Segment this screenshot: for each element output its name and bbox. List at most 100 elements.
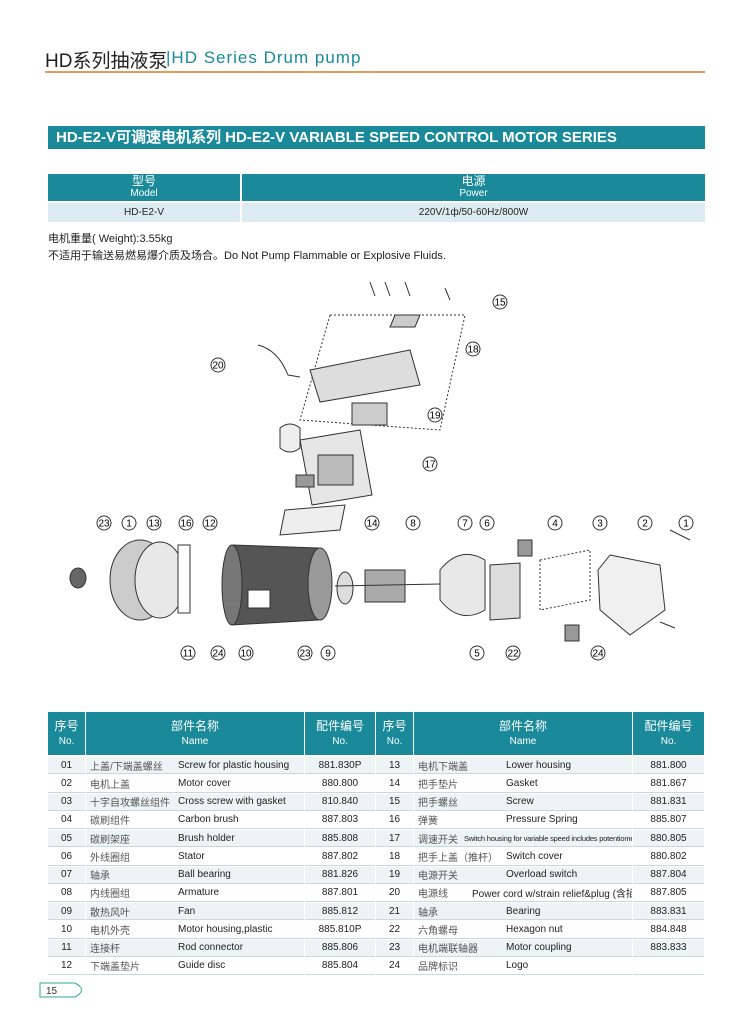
part-code: 880.800	[305, 775, 375, 793]
part-name-en: Motor coupling	[506, 942, 572, 954]
part-no: 23	[376, 939, 413, 957]
part-code: 883.831	[633, 903, 704, 921]
callout-circle	[427, 407, 443, 423]
part-code	[633, 957, 704, 975]
part-no: 15	[376, 793, 413, 811]
callout-circle	[210, 357, 226, 373]
callout-label: 22	[507, 649, 519, 660]
part-name-en: Motor housing,plastic	[178, 923, 273, 935]
part-name-en: Hexagon nut	[506, 923, 563, 935]
callout-circle	[202, 515, 218, 531]
part-name-en: Logo	[506, 960, 529, 972]
part-name-cn: 电机端联轴器	[418, 944, 478, 956]
spec-cell: HD-E2-V	[48, 203, 240, 222]
part-code: 885.808	[305, 830, 375, 848]
part-code: 885.804	[305, 957, 375, 975]
parts-header-en: No.	[332, 735, 348, 747]
part-code: 885.810P	[305, 921, 375, 939]
callout-label: 24	[592, 649, 604, 660]
part-name-cn: 轴承	[90, 871, 110, 883]
part-no: 03	[48, 793, 85, 811]
parts-header-cn: 部件名称	[170, 718, 219, 733]
part-name: 电机上盖 Motor cover	[86, 775, 304, 793]
part-name-cn: 电机下端盖	[418, 761, 468, 773]
part-name-cn: 弹簧	[418, 816, 438, 828]
callout-circle	[180, 645, 196, 661]
callout-circle	[96, 515, 112, 531]
callout-circle	[505, 645, 521, 661]
part-name-en: Ball bearing	[178, 869, 231, 881]
part-code: 880.802	[633, 848, 704, 866]
callout-label: 16	[180, 519, 192, 530]
part-name-cn: 下端盖垫片	[90, 962, 140, 974]
part-code: 884.848	[633, 921, 704, 939]
callout-label: 11	[183, 649, 194, 660]
parts-header: 序号 No.	[376, 712, 413, 755]
part-no: 18	[376, 848, 413, 866]
spec-header: 型号 Model	[48, 174, 240, 201]
part-name: 十字自攻螺丝组件 Cross screw with gasket	[86, 793, 304, 811]
part-name: 散热风叶 Fan	[86, 903, 304, 921]
part-name-en: Cross screw with gasket	[178, 796, 286, 808]
part-name: 把手螺丝 Screw	[414, 793, 632, 811]
part-no: 16	[376, 811, 413, 829]
part-name: 六角螺母 Hexagon nut	[414, 921, 632, 939]
callout-label: 17	[424, 460, 436, 471]
part-name-en: Stator	[178, 850, 205, 862]
callout-label: 2	[642, 519, 648, 530]
callout-label: 5	[474, 649, 480, 660]
part-no: 09	[48, 903, 85, 921]
part-no: 10	[48, 921, 85, 939]
part-no: 22	[376, 921, 413, 939]
callout-label: 15	[494, 298, 506, 309]
parts-header-en: No.	[386, 735, 403, 747]
callout-circle	[146, 515, 162, 531]
part-name-en: Gasket	[506, 777, 538, 789]
callout-circle	[590, 645, 606, 661]
part-code: 881.831	[633, 793, 704, 811]
callout-circle	[178, 515, 194, 531]
part-code: 810.840	[305, 793, 375, 811]
parts-header: 配件编号 No.	[633, 712, 704, 755]
callout-label: 9	[325, 649, 331, 660]
callout-circle	[547, 515, 563, 531]
part-name: 弹簧 Pressure Spring	[414, 811, 632, 829]
spec-header-en: Model	[130, 188, 158, 199]
part-code: 887.801	[305, 884, 375, 902]
note: 不适用于输送易燃易爆介质及场合。Do Not Pump Flammable or…	[48, 250, 446, 262]
part-name-cn: 连接杆	[90, 944, 120, 956]
part-name-en: Screw	[506, 796, 534, 808]
part-code: 887.805	[633, 884, 704, 902]
part-name-en: Lower housing	[506, 759, 572, 771]
part-name-en: Switch housing for variable speed includ…	[464, 833, 632, 843]
spec-header-en: Power	[459, 188, 488, 199]
callout-label: 12	[204, 519, 216, 530]
part-no: 21	[376, 903, 413, 921]
parts-header: 序号 No.	[48, 712, 85, 755]
part-name-cn: 电机上盖	[90, 779, 130, 791]
callout-circle	[422, 456, 438, 472]
part-no: 14	[376, 775, 413, 793]
part-name: 调速开关 Switch housing for variable speed in…	[414, 830, 632, 848]
part-code: 887.802	[305, 848, 375, 866]
title-cn: HD系列抽液泵	[45, 51, 168, 72]
part-name: 碳刷架座 Brush holder	[86, 830, 304, 848]
part-name-en: Bearing	[506, 905, 541, 917]
part-no: 12	[48, 957, 85, 975]
title-en: |HD Series Drum pump	[166, 48, 362, 67]
part-name: 内线圈组 Armature	[86, 884, 304, 902]
parts-header-cn: 配件编号	[644, 718, 693, 733]
callout-label: 20	[212, 361, 224, 372]
callout-label: 1	[126, 519, 132, 530]
part-name: 品牌标识 Logo	[414, 957, 632, 975]
part-name-cn: 把手螺丝	[418, 798, 458, 810]
part-name: 连接杆 Rod connector	[86, 939, 304, 957]
parts-header-cn: 序号	[54, 718, 79, 733]
callout-circle	[457, 515, 473, 531]
parts-header-en: No.	[58, 735, 75, 747]
part-name: 把手垫片 Gasket	[414, 775, 632, 793]
part-name-en: Overload switch	[506, 869, 578, 881]
callout-circle	[592, 515, 608, 531]
